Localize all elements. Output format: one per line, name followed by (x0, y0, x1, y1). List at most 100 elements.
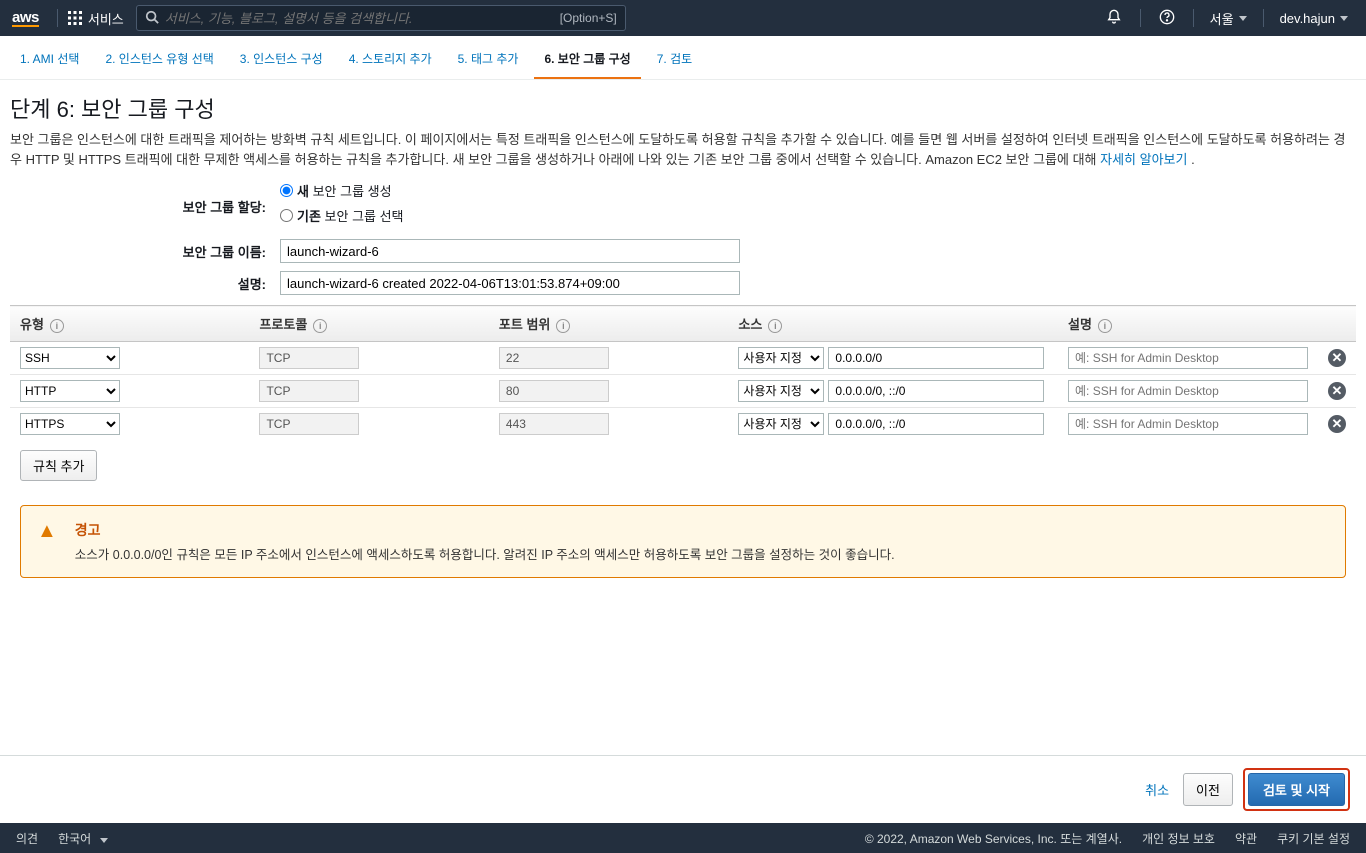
review-launch-button[interactable]: 검토 및 시작 (1248, 773, 1345, 806)
sg-name-label: 보안 그룹 이름: (10, 242, 280, 261)
chevron-down-icon (1340, 16, 1348, 21)
port-input (499, 413, 609, 435)
wizard-step[interactable]: 7. 검토 (647, 42, 702, 79)
source-mode-select[interactable]: 사용자 지정 (738, 413, 824, 435)
feedback-link[interactable]: 의견 (16, 830, 38, 847)
delete-rule-icon[interactable]: ✕ (1328, 349, 1346, 367)
table-row: HTTP 사용자 지정 ✕ (10, 375, 1356, 408)
learn-more-link[interactable]: 자세히 알아보기 (1100, 152, 1187, 167)
source-mode-select[interactable]: 사용자 지정 (738, 380, 824, 402)
info-icon[interactable]: i (50, 319, 64, 333)
separator (1140, 9, 1141, 27)
assign-label: 보안 그룹 할당: (10, 197, 280, 216)
services-menu[interactable]: 서비스 (68, 9, 124, 28)
port-input (499, 380, 609, 402)
sg-name-row: 보안 그룹 이름: (10, 239, 1356, 263)
wizard-step[interactable]: 4. 스토리지 추가 (339, 42, 442, 79)
radio-new[interactable] (280, 184, 293, 197)
help-icon[interactable] (1159, 9, 1175, 28)
rule-description-input[interactable] (1068, 380, 1308, 402)
wizard-step[interactable]: 1. AMI 선택 (10, 42, 89, 79)
chevron-down-icon (1239, 16, 1247, 21)
chevron-down-icon (100, 838, 108, 843)
col-type: 유형i (10, 306, 249, 342)
search-icon (145, 10, 159, 27)
wizard-steps: 1. AMI 선택2. 인스턴스 유형 선택3. 인스턴스 구성4. 스토리지 … (0, 36, 1366, 80)
sg-desc-label: 설명: (10, 274, 280, 293)
col-desc: 설명i (1058, 306, 1318, 342)
protocol-input (259, 380, 359, 402)
services-label: 서비스 (88, 9, 124, 28)
source-mode-select[interactable]: 사용자 지정 (738, 347, 824, 369)
warning-title: 경고 (75, 520, 895, 540)
protocol-input (259, 413, 359, 435)
rule-description-input[interactable] (1068, 347, 1308, 369)
wizard-step[interactable]: 3. 인스턴스 구성 (230, 42, 333, 79)
search-bar[interactable]: [Option+S] (136, 5, 626, 31)
protocol-input (259, 347, 359, 369)
sg-desc-input[interactable] (280, 271, 740, 295)
previous-button[interactable]: 이전 (1183, 773, 1233, 806)
bell-icon[interactable] (1106, 9, 1122, 28)
radio-existing[interactable] (280, 209, 293, 222)
info-icon[interactable]: i (768, 319, 782, 333)
page-description: 보안 그룹은 인스턴스에 대한 트래픽을 제어하는 방화벽 규칙 세트입니다. … (10, 130, 1356, 169)
cookies-link[interactable]: 쿠키 기본 설정 (1277, 830, 1350, 847)
search-shortcut: [Option+S] (560, 11, 617, 25)
assign-row: 보안 그룹 할당: 새 보안 그룹 생성 기존 보안 그룹 선택 (10, 181, 1356, 231)
port-input (499, 347, 609, 369)
col-source: 소스i (728, 306, 1058, 342)
footer-bar: 의견 한국어 © 2022, Amazon Web Services, Inc.… (0, 823, 1366, 853)
region-label: 서울 (1210, 9, 1234, 28)
warning-icon: ▲ (37, 520, 57, 563)
account-menu[interactable]: dev.hajun (1274, 11, 1354, 26)
rule-description-input[interactable] (1068, 413, 1308, 435)
search-input[interactable] (165, 11, 560, 26)
grid-icon (68, 11, 82, 25)
type-select[interactable]: HTTP (20, 380, 120, 402)
separator (57, 9, 58, 27)
type-select[interactable]: HTTPS (20, 413, 120, 435)
source-input[interactable] (828, 347, 1044, 369)
col-port: 포트 범위i (489, 306, 729, 342)
aws-logo[interactable]: aws (12, 10, 39, 27)
topnav-right: 서울 dev.hajun (1098, 9, 1354, 28)
radio-existing-label: 기존 보안 그룹 선택 (297, 206, 404, 225)
rules-table: 유형i 프로토콜i 포트 범위i 소스i 설명i SSH 사용자 지정 ✕ HTTP 사… (10, 305, 1356, 440)
source-input[interactable] (828, 380, 1044, 402)
page-body: 단계 6: 보안 그룹 구성 보안 그룹은 인스턴스에 대한 트래픽을 제어하는… (0, 80, 1366, 578)
radio-new-label: 새 보안 그룹 생성 (297, 181, 392, 200)
terms-link[interactable]: 약관 (1235, 830, 1257, 847)
wizard-step[interactable]: 6. 보안 그룹 구성 (534, 42, 640, 79)
info-icon[interactable]: i (1098, 319, 1112, 333)
region-selector[interactable]: 서울 (1204, 9, 1253, 28)
wizard-step[interactable]: 2. 인스턴스 유형 선택 (95, 42, 223, 79)
sg-name-input[interactable] (280, 239, 740, 263)
add-rule-button[interactable]: 규칙 추가 (20, 450, 97, 481)
wizard-step[interactable]: 5. 태그 추가 (448, 42, 529, 79)
top-navigation: aws 서비스 [Option+S] 서울 dev.hajun (0, 0, 1366, 36)
account-label: dev.hajun (1280, 11, 1335, 26)
action-bar: 취소 이전 검토 및 시작 (0, 755, 1366, 823)
delete-rule-icon[interactable]: ✕ (1328, 382, 1346, 400)
table-row: SSH 사용자 지정 ✕ (10, 342, 1356, 375)
sg-desc-row: 설명: (10, 271, 1356, 295)
delete-rule-icon[interactable]: ✕ (1328, 415, 1346, 433)
source-input[interactable] (828, 413, 1044, 435)
language-selector[interactable]: 한국어 (58, 830, 107, 847)
warning-box: ▲ 경고 소스가 0.0.0.0/0인 규칙은 모든 IP 주소에서 인스턴스에… (20, 505, 1346, 578)
separator (1193, 9, 1194, 27)
privacy-link[interactable]: 개인 정보 보호 (1142, 830, 1215, 847)
radio-existing-group[interactable]: 기존 보안 그룹 선택 (280, 206, 1356, 225)
page-title: 단계 6: 보안 그룹 구성 (10, 92, 1356, 124)
copyright: © 2022, Amazon Web Services, Inc. 또는 계열사… (865, 830, 1122, 847)
table-row: HTTPS 사용자 지정 ✕ (10, 408, 1356, 441)
type-select[interactable]: SSH (20, 347, 120, 369)
radio-new-group[interactable]: 새 보안 그룹 생성 (280, 181, 1356, 200)
primary-highlight: 검토 및 시작 (1243, 768, 1350, 811)
cancel-button[interactable]: 취소 (1145, 780, 1169, 799)
warning-text: 소스가 0.0.0.0/0인 규칙은 모든 IP 주소에서 인스턴스에 액세스하… (75, 544, 895, 563)
info-icon[interactable]: i (313, 319, 327, 333)
col-protocol: 프로토콜i (249, 306, 488, 342)
info-icon[interactable]: i (556, 319, 570, 333)
